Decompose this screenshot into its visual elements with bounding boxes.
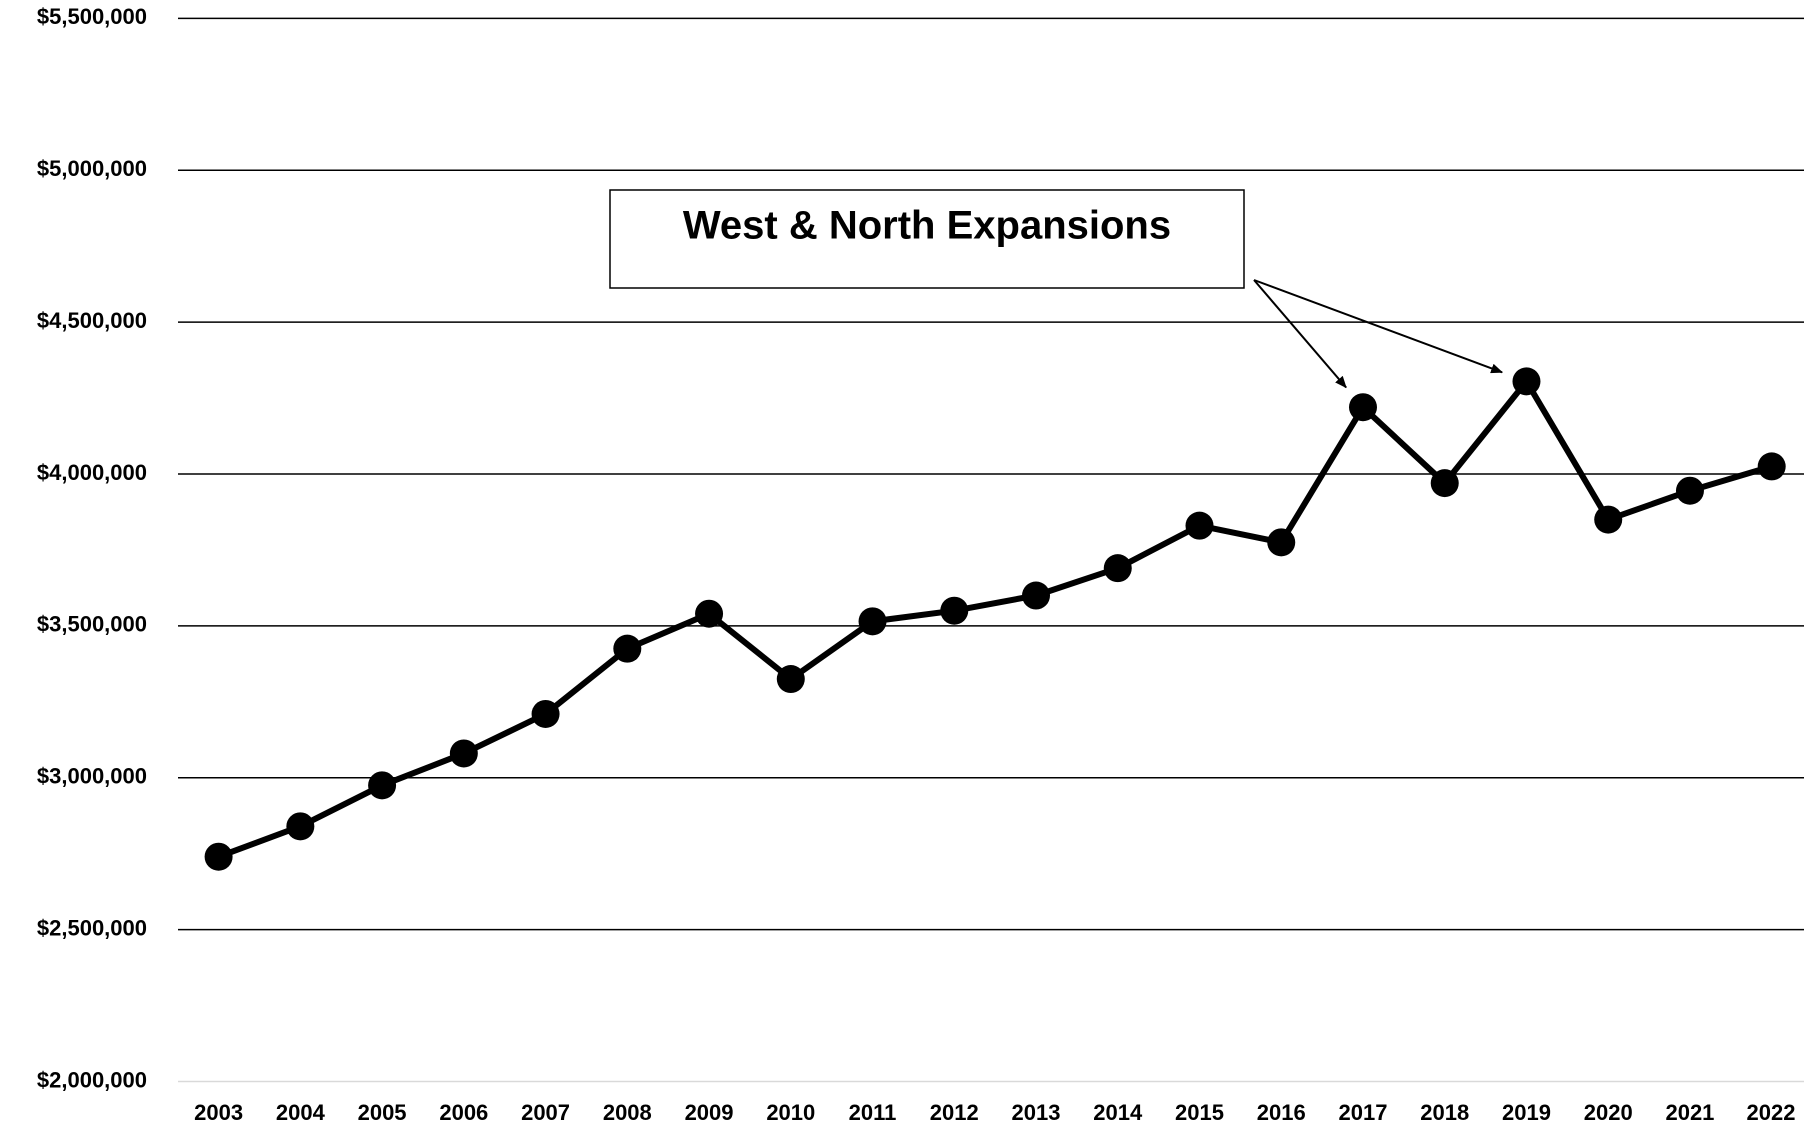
x-tick-label: 2016 — [1257, 1100, 1306, 1125]
data-point — [1594, 505, 1623, 534]
data-point — [1348, 393, 1377, 422]
data-point — [1512, 367, 1541, 396]
data-point — [1022, 581, 1051, 610]
data-point — [1757, 452, 1786, 481]
x-tick-label: 2004 — [276, 1100, 326, 1125]
y-tick-label: $4,000,000 — [37, 460, 147, 485]
x-tick-label: 2021 — [1665, 1100, 1714, 1125]
data-point — [368, 771, 397, 800]
y-tick-label: $5,500,000 — [37, 4, 147, 29]
data-point — [1185, 511, 1214, 540]
x-tick-label: 2018 — [1420, 1100, 1469, 1125]
x-tick-label: 2003 — [194, 1100, 243, 1125]
x-tick-label: 2017 — [1339, 1100, 1388, 1125]
data-point — [776, 665, 805, 694]
y-tick-label: $3,000,000 — [37, 764, 147, 789]
x-tick-label: 2015 — [1175, 1100, 1224, 1125]
x-tick-label: 2009 — [685, 1100, 734, 1125]
y-tick-label: $2,000,000 — [37, 1067, 147, 1092]
x-tick-label: 2019 — [1502, 1100, 1551, 1125]
data-point — [940, 596, 969, 625]
annotation: West & North Expansions — [683, 204, 1171, 248]
data-point — [531, 699, 560, 728]
x-tick-label: 2005 — [358, 1100, 407, 1125]
data-point — [286, 812, 315, 841]
x-tick-label: 2008 — [603, 1100, 652, 1125]
y-tick-label: $3,500,000 — [37, 612, 147, 637]
y-tick-label: $4,500,000 — [37, 308, 147, 333]
x-tick-label: 2011 — [849, 1100, 897, 1125]
data-point — [613, 634, 642, 663]
x-tick-label: 2006 — [439, 1100, 488, 1125]
x-tick-label: 2014 — [1093, 1100, 1143, 1125]
data-point — [1267, 528, 1296, 557]
data-point — [204, 842, 233, 871]
y-tick-label: $5,000,000 — [37, 156, 147, 181]
annotation-box — [609, 189, 1245, 289]
data-point — [449, 739, 478, 768]
x-tick-label: 2020 — [1584, 1100, 1633, 1125]
data-point — [695, 599, 724, 628]
data-point — [858, 607, 887, 636]
data-line — [217, 378, 1773, 860]
data-point — [1675, 476, 1704, 505]
x-tick-label: 2010 — [766, 1100, 815, 1125]
x-tick-label: 2022 — [1747, 1100, 1796, 1125]
y-tick-label: $2,500,000 — [37, 915, 147, 940]
x-tick-label: 2007 — [521, 1100, 570, 1125]
annotation-arrow — [1253, 279, 1504, 374]
annotation-arrow — [1253, 279, 1347, 389]
x-tick-label: 2013 — [1012, 1100, 1061, 1125]
data-point — [1103, 554, 1132, 583]
x-tick-label: 2012 — [930, 1100, 979, 1125]
data-point — [1430, 469, 1459, 498]
